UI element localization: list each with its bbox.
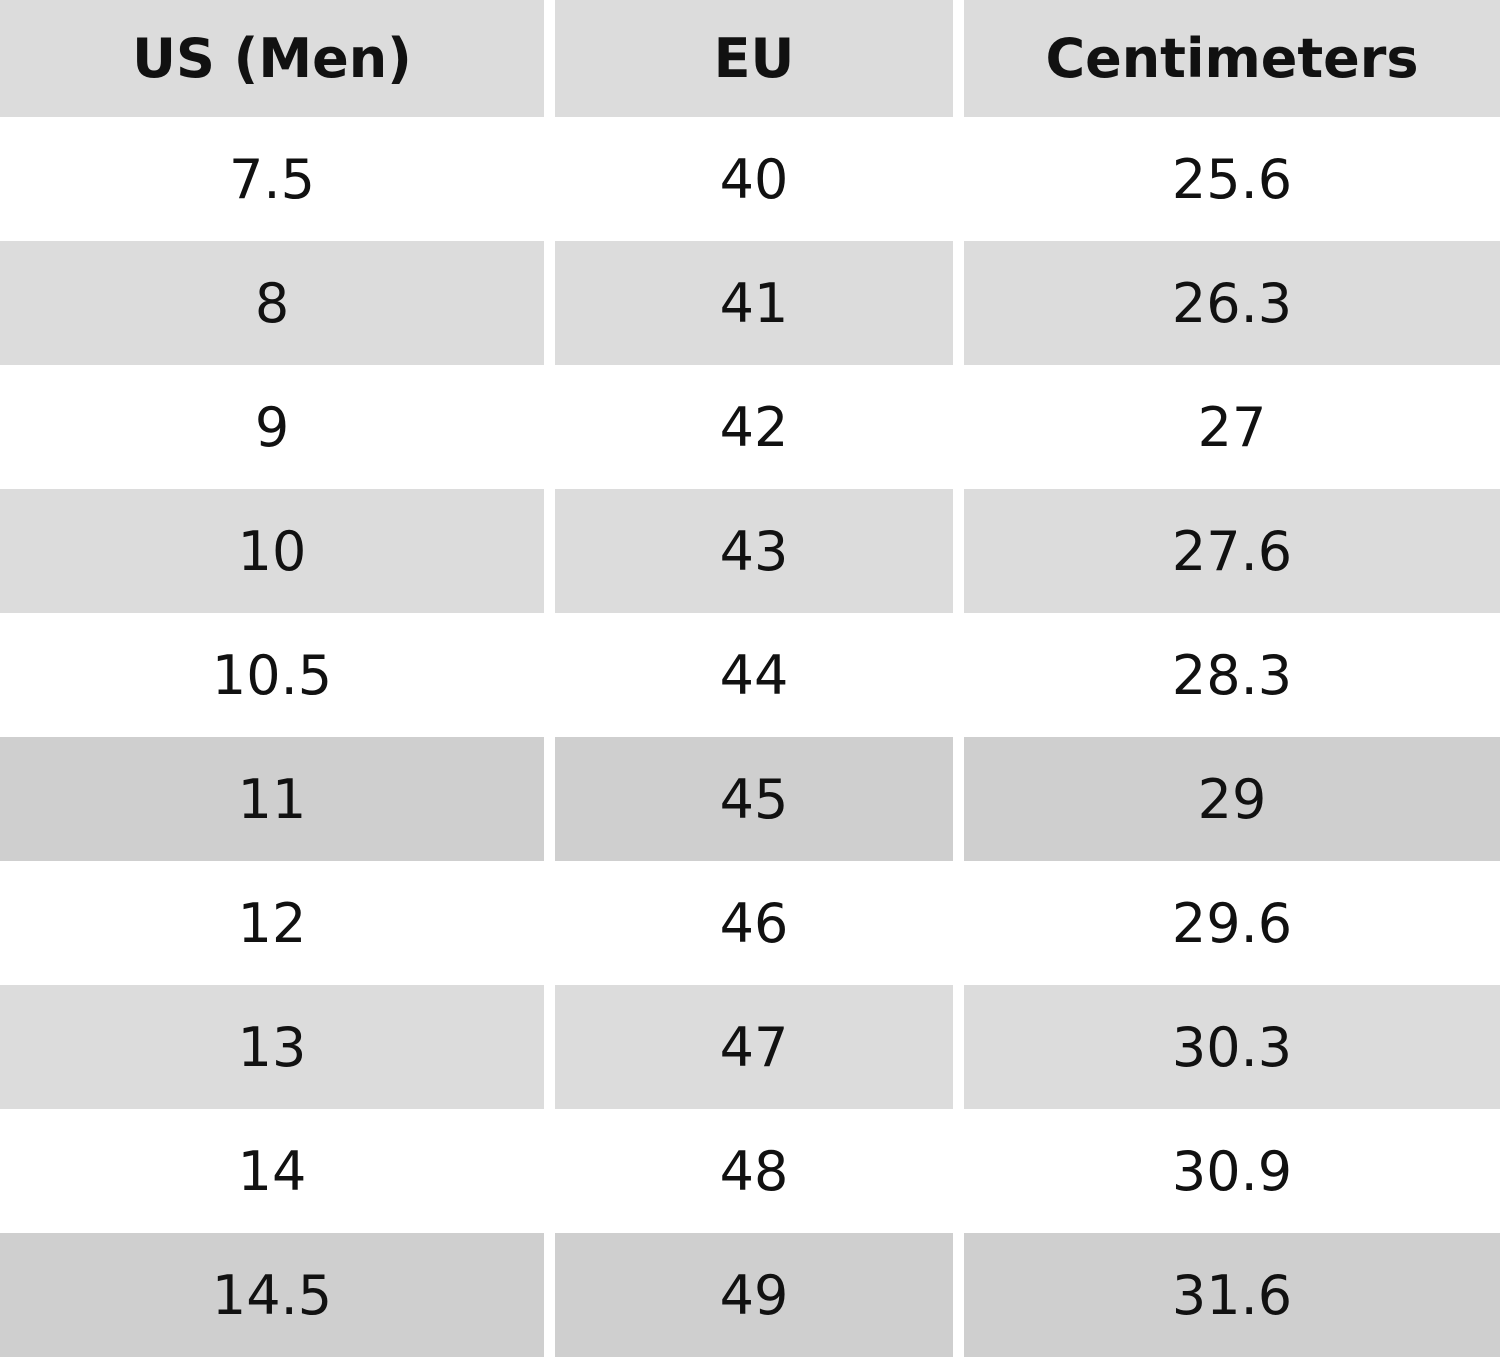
eu-size: 48 [719, 1139, 789, 1203]
cm-size: 28.3 [1171, 643, 1293, 707]
eu-size: 42 [719, 395, 789, 459]
cm-size: 29.6 [1171, 891, 1293, 955]
eu-size: 46 [719, 891, 789, 955]
us-size: 14 [237, 1139, 307, 1203]
cm-size: 27 [1197, 395, 1267, 459]
eu-size: 47 [555, 985, 953, 1109]
us-size: 10 [0, 489, 544, 613]
cm-size: 29 [964, 737, 1500, 861]
cm-size: 27.6 [964, 489, 1500, 613]
eu-size: 41 [555, 241, 953, 365]
cm-size: 31.6 [964, 1233, 1500, 1357]
us-size: 10.5 [211, 643, 333, 707]
eu-size: 44 [719, 643, 789, 707]
us-size: 12 [237, 891, 307, 955]
cm-size: 30.9 [1171, 1139, 1293, 1203]
us-size: 8 [0, 241, 544, 365]
us-size: 11 [0, 737, 544, 861]
us-size: 14.5 [0, 1233, 544, 1357]
us-size: 9 [254, 395, 290, 459]
cm-size: 26.3 [964, 241, 1500, 365]
eu-size: 40 [719, 147, 789, 211]
column-header: Centimeters [964, 0, 1500, 117]
column-header: US (Men) [0, 0, 544, 117]
column-header: EU [555, 0, 953, 117]
us-size: 7.5 [229, 147, 315, 211]
eu-size: 49 [555, 1233, 953, 1357]
eu-size: 45 [555, 737, 953, 861]
us-size: 13 [0, 985, 544, 1109]
eu-size: 43 [555, 489, 953, 613]
cm-size: 25.6 [1171, 147, 1293, 211]
cm-size: 30.3 [964, 985, 1500, 1109]
